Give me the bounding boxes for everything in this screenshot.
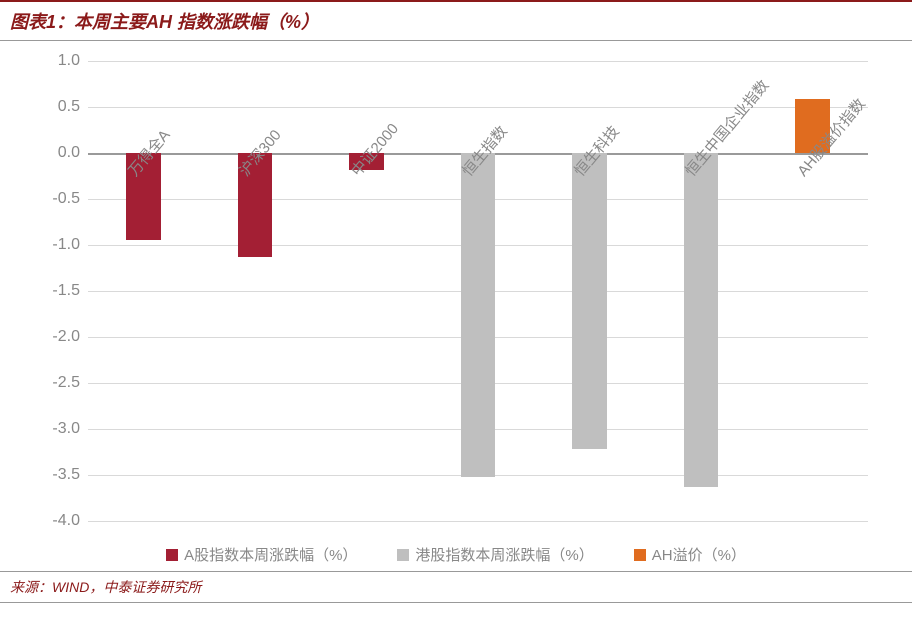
y-tick-label: -2.5 <box>52 374 88 392</box>
legend-label: 港股指数本周涨跌幅（%） <box>415 544 593 565</box>
chart-area: 1.0 0.5 0.0 -0.5 -1.0 -1.5 -2.0 -2.5 -3.0 -3.5 -4.… <box>0 41 912 571</box>
figure-title: 本周主要AH 指数涨跌幅（%） <box>74 8 319 34</box>
legend-label: AH溢价（%） <box>652 544 746 565</box>
legend-item-hk-share: 港股指数本周涨跌幅（%） <box>397 544 593 565</box>
legend: A股指数本周涨跌幅（%） 港股指数本周涨跌幅（%） AH溢价（%） <box>0 544 912 565</box>
plot-area: 1.00.50.0-0.5-1.0-1.5-2.0-2.5-3.0-3.5-4.… <box>88 61 868 521</box>
legend-swatch <box>634 549 646 561</box>
y-tick-label: -2.0 <box>52 328 88 346</box>
grid-line <box>88 521 868 522</box>
y-tick-label: 0.0 <box>58 144 88 162</box>
y-tick-label: -3.0 <box>52 420 88 438</box>
title-bar: 图表1： 本周主要AH 指数涨跌幅（%） <box>0 0 912 41</box>
legend-item-ah-premium: AH溢价（%） <box>634 544 746 565</box>
y-tick-label: -0.5 <box>52 190 88 208</box>
y-tick-label: 1.0 <box>58 52 88 70</box>
x-category-label: 中证2000 <box>346 118 403 180</box>
legend-swatch <box>397 549 409 561</box>
y-tick-label: -1.5 <box>52 282 88 300</box>
source-citation: 来源：WIND，中泰证券研究所 <box>0 571 912 603</box>
y-tick-label: -3.5 <box>52 466 88 484</box>
y-tick-label: -4.0 <box>52 512 88 530</box>
x-category-label: 恒生中国企业指数 <box>680 75 773 180</box>
legend-item-a-share: A股指数本周涨跌幅（%） <box>166 544 357 565</box>
y-tick-label: -1.0 <box>52 236 88 254</box>
bar <box>461 153 496 477</box>
bar <box>572 153 607 449</box>
y-tick-label: 0.5 <box>58 98 88 116</box>
legend-label: A股指数本周涨跌幅（%） <box>184 544 357 565</box>
legend-swatch <box>166 549 178 561</box>
bar <box>684 153 719 487</box>
figure-container: 图表1： 本周主要AH 指数涨跌幅（%） 1.0 0.5 0.0 -0.5 -1.0 -1… <box>0 0 912 624</box>
grid-line <box>88 61 868 62</box>
figure-number: 图表1： <box>10 8 74 34</box>
